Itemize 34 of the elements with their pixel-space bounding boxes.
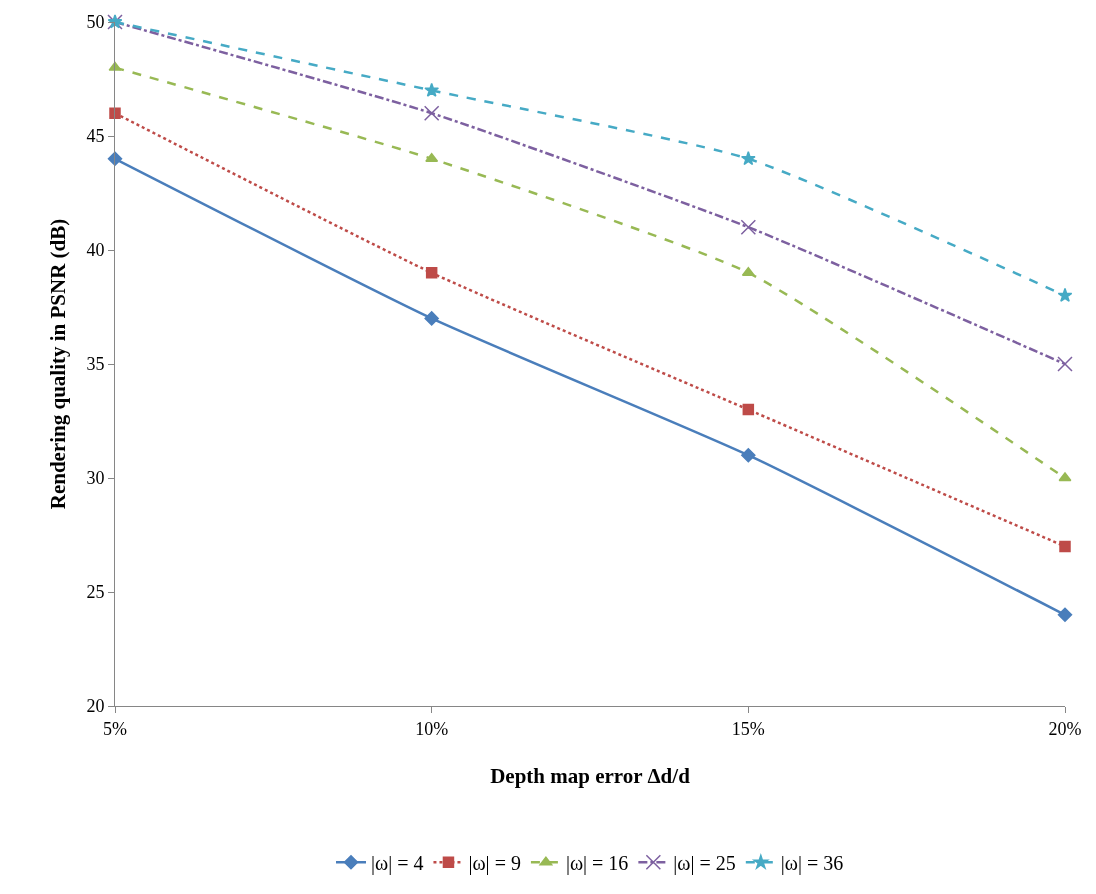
y-tick-label: 20 [86,696,105,717]
y-tick-label: 50 [86,12,105,33]
point [1059,540,1071,553]
legend-label: |ω| = 4 [371,852,424,876]
point [425,267,438,279]
point [740,219,757,235]
x-tick-label: 15% [731,718,765,739]
point [424,82,440,97]
point [423,105,440,121]
y-tick-label: 40 [86,240,105,261]
y-tick-label: 30 [86,468,105,489]
point [742,403,755,416]
point [1057,356,1073,372]
x-axis-title: Depth map error Δd/d [490,763,691,788]
y-tick-label: 45 [86,126,105,147]
legend-label: |ω| = 25 [673,852,736,876]
point [109,107,121,119]
x-tick-label: 20% [1048,718,1082,739]
legend-label: |ω| = 9 [468,852,521,876]
point [740,151,756,166]
point [1057,607,1073,623]
x-tick-label: 5% [103,718,127,739]
point [741,267,755,277]
y-axis-title: Rendering quality in PSNR (dB) [45,218,70,510]
legend-label: |ω| = 16 [565,852,629,876]
x-tick-label: 10% [415,718,449,739]
point [1057,287,1073,303]
legend-label: |ω| = 36 [780,852,844,876]
y-tick-label: 35 [86,354,105,375]
point [741,447,756,463]
point [424,311,439,326]
point [1058,472,1072,482]
point [425,153,439,163]
y-tick-label: 25 [86,582,105,603]
